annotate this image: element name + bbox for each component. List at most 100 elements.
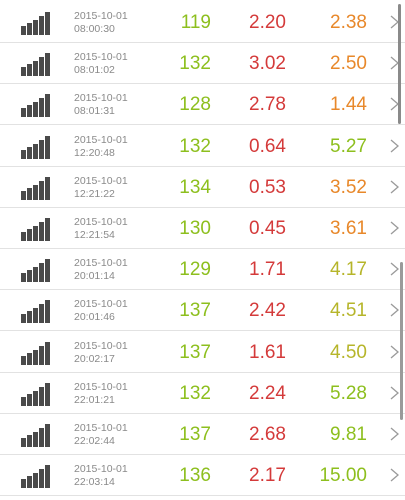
signal-bar (27, 353, 32, 365)
value-primary: 136 (179, 465, 211, 486)
record-date: 2015-10-01 (74, 216, 128, 228)
record-date: 2015-10-01 (74, 257, 128, 269)
signal-bar (33, 391, 38, 406)
scrollbar-thumb[interactable] (398, 4, 401, 124)
signal-bar (45, 94, 50, 117)
signal-bar (27, 311, 32, 323)
signal-bar (39, 181, 44, 200)
list-item[interactable]: 2015-10-01 22:03:14 136 2.17 15.00 (0, 455, 405, 496)
record-date: 2015-10-01 (74, 10, 128, 22)
value-tertiary: 2.50 (330, 53, 367, 74)
signal-bar (27, 23, 32, 35)
signal-strength-icon (21, 176, 50, 200)
signal-bar (21, 191, 26, 200)
signal-bar (21, 356, 26, 365)
value-primary: 134 (179, 177, 211, 198)
value-primary: 130 (179, 218, 211, 239)
value-tertiary: 5.28 (330, 383, 367, 404)
signal-bar (39, 304, 44, 323)
timestamp: 2015-10-01 08:01:02 (74, 51, 128, 77)
signal-bar (33, 185, 38, 200)
signal-bar (45, 342, 50, 365)
record-time: 12:21:22 (74, 188, 115, 200)
list-item[interactable]: 2015-10-01 20:02:17 137 1.61 4.50 (0, 332, 405, 373)
signal-bar (33, 61, 38, 76)
record-time: 22:03:14 (74, 476, 115, 488)
chevron-right-icon[interactable] (386, 344, 402, 360)
scrollbar-thumb-lower[interactable] (400, 262, 403, 420)
signal-bar (45, 12, 50, 35)
value-tertiary: 9.81 (330, 424, 367, 445)
value-secondary: 2.24 (249, 383, 286, 404)
timestamp: 2015-10-01 12:21:54 (74, 216, 128, 242)
value-secondary: 1.71 (249, 259, 286, 280)
record-time: 20:01:46 (74, 311, 115, 323)
list-item[interactable]: 2015-10-01 12:21:22 134 0.53 3.52 (0, 167, 405, 208)
signal-bar (33, 226, 38, 241)
signal-strength-icon (21, 258, 50, 282)
value-primary: 132 (179, 383, 211, 404)
list-item[interactable]: 2015-10-01 12:20:48 132 0.64 5.27 (0, 126, 405, 167)
signal-strength-icon (21, 135, 50, 159)
signal-bar (27, 147, 32, 159)
list-item[interactable]: 2015-10-01 08:01:02 132 3.02 2.50 (0, 43, 405, 84)
list-item[interactable]: 2015-10-01 12:21:54 130 0.45 3.61 (0, 208, 405, 249)
signal-bar (45, 259, 50, 282)
value-primary: 132 (179, 53, 211, 74)
signal-bar (33, 102, 38, 117)
signal-strength-icon (21, 382, 50, 406)
value-tertiary: 3.52 (330, 177, 367, 198)
signal-bar (27, 394, 32, 406)
signal-bar (39, 222, 44, 241)
value-secondary: 0.45 (249, 218, 286, 239)
list-item[interactable]: 2015-10-01 08:01:31 128 2.78 1.44 (0, 84, 405, 125)
list-item[interactable]: 2015-10-01 20:01:46 137 2.42 4.51 (0, 290, 405, 331)
record-date: 2015-10-01 (74, 340, 128, 352)
value-tertiary: 4.17 (330, 259, 367, 280)
record-time: 08:01:02 (74, 64, 115, 76)
chevron-right-icon[interactable] (386, 138, 402, 154)
signal-strength-icon (21, 423, 50, 447)
value-secondary: 2.20 (249, 12, 286, 33)
record-date: 2015-10-01 (74, 51, 128, 63)
signal-bar (45, 177, 50, 200)
value-secondary: 2.42 (249, 300, 286, 321)
chevron-right-icon[interactable] (386, 302, 402, 318)
list-item[interactable]: 2015-10-01 22:02:44 137 2.68 9.81 (0, 414, 405, 455)
timestamp: 2015-10-01 20:01:46 (74, 298, 128, 324)
signal-bar (27, 435, 32, 447)
chevron-right-icon[interactable] (386, 426, 402, 442)
value-primary: 119 (180, 12, 211, 33)
value-primary: 129 (179, 259, 211, 280)
signal-strength-icon (21, 217, 50, 241)
value-primary: 128 (179, 94, 211, 115)
signal-strength-icon (21, 341, 50, 365)
signal-strength-icon (21, 52, 50, 76)
list-item[interactable]: 2015-10-01 08:00:30 119 2.20 2.38 (0, 2, 405, 43)
signal-bar (45, 383, 50, 406)
record-time: 08:01:31 (74, 105, 115, 117)
record-date: 2015-10-01 (74, 92, 128, 104)
chevron-right-icon[interactable] (386, 385, 402, 401)
chevron-right-icon[interactable] (386, 220, 402, 236)
value-tertiary: 5.27 (330, 136, 367, 157)
signal-bar (33, 20, 38, 35)
chevron-right-icon[interactable] (386, 179, 402, 195)
timestamp: 2015-10-01 20:01:14 (74, 257, 128, 283)
signal-bar (39, 57, 44, 76)
chevron-right-icon[interactable] (386, 261, 402, 277)
timestamp: 2015-10-01 22:02:44 (74, 422, 128, 448)
list-item[interactable]: 2015-10-01 20:01:14 129 1.71 4.17 (0, 249, 405, 290)
value-secondary: 2.68 (249, 424, 286, 445)
signal-strength-icon (21, 299, 50, 323)
timestamp: 2015-10-01 08:01:31 (74, 92, 128, 118)
chevron-right-icon[interactable] (386, 467, 402, 483)
record-time: 12:21:54 (74, 229, 115, 241)
list-item[interactable]: 2015-10-01 22:01:21 132 2.24 5.28 (0, 373, 405, 414)
signal-bar (21, 150, 26, 159)
value-secondary: 0.53 (249, 177, 286, 198)
signal-bar (45, 424, 50, 447)
value-secondary: 2.78 (249, 94, 286, 115)
value-secondary: 3.02 (249, 53, 286, 74)
